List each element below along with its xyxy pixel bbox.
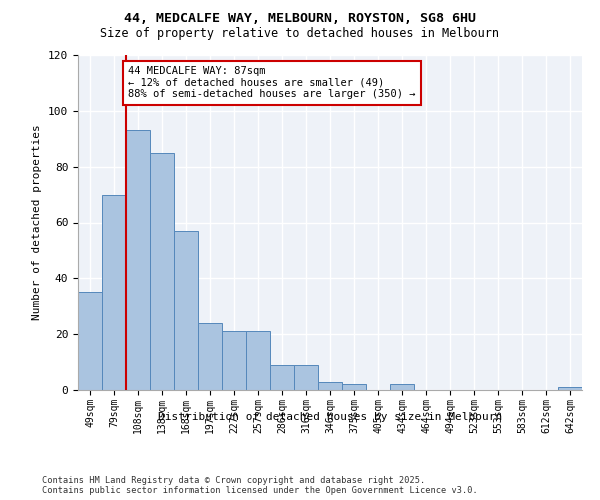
Bar — [174, 231, 198, 390]
Bar — [222, 332, 246, 390]
Y-axis label: Number of detached properties: Number of detached properties — [32, 124, 43, 320]
Text: Distribution of detached houses by size in Melbourn: Distribution of detached houses by size … — [158, 412, 502, 422]
Bar — [294, 365, 318, 390]
Bar — [558, 387, 582, 390]
Text: 44 MEDCALFE WAY: 87sqm
← 12% of detached houses are smaller (49)
88% of semi-det: 44 MEDCALFE WAY: 87sqm ← 12% of detached… — [128, 66, 416, 100]
Bar — [198, 323, 222, 390]
Text: 44, MEDCALFE WAY, MELBOURN, ROYSTON, SG8 6HU: 44, MEDCALFE WAY, MELBOURN, ROYSTON, SG8… — [124, 12, 476, 26]
Text: Contains HM Land Registry data © Crown copyright and database right 2025.
Contai: Contains HM Land Registry data © Crown c… — [42, 476, 478, 495]
Text: Size of property relative to detached houses in Melbourn: Size of property relative to detached ho… — [101, 28, 499, 40]
Bar — [390, 384, 414, 390]
Bar — [102, 194, 126, 390]
Bar — [150, 152, 174, 390]
Bar — [270, 365, 294, 390]
Bar — [246, 332, 270, 390]
Bar — [318, 382, 342, 390]
Bar — [126, 130, 150, 390]
Bar — [342, 384, 366, 390]
Bar — [78, 292, 102, 390]
